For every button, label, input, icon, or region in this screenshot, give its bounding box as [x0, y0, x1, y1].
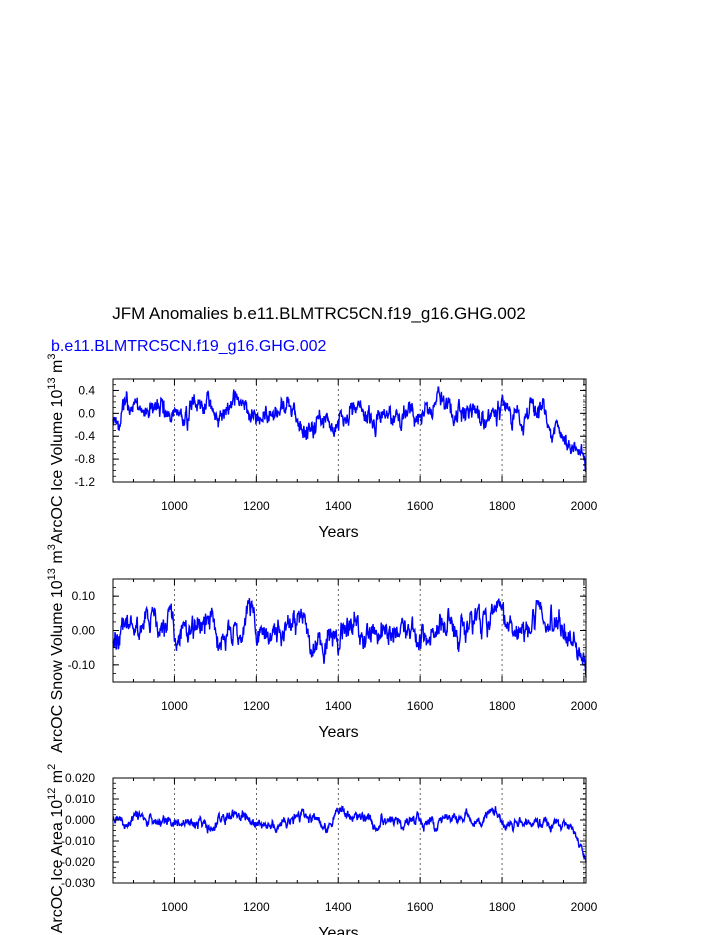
y-axis-label: ArcOC Ice Area 1012 m2: [46, 764, 66, 934]
x-tick-label: 1800: [489, 699, 516, 713]
x-tick-label: 2000: [571, 900, 598, 914]
x-axis-label: Years: [318, 524, 358, 541]
y-tick-label: -0.020: [61, 855, 95, 869]
plot-frame: [112, 378, 587, 483]
y-tick-label: -0.4: [74, 429, 95, 443]
series-subtitle: b.e11.BLMTRC5CN.f19_g16.GHG.002: [51, 338, 327, 355]
x-axis-label: Years: [318, 724, 358, 741]
x-tick-label: 2000: [571, 699, 598, 713]
x-tick-label: 1800: [489, 900, 516, 914]
page-title: JFM Anomalies b.e11.BLMTRC5CN.f19_g16.GH…: [112, 304, 526, 323]
y-tick-label: 0.4: [78, 383, 95, 397]
x-tick-label: 1600: [407, 900, 434, 914]
x-tick-label: 1800: [489, 499, 516, 513]
series-line: [112, 597, 587, 678]
y-tick-label: -0.8: [74, 452, 95, 466]
y-axis-label: ArcOC Snow Volume 1013 m3: [46, 544, 66, 753]
y-tick-label: 0.0: [78, 406, 95, 420]
x-tick-label: 1600: [407, 499, 434, 513]
x-tick-label: 1000: [161, 900, 188, 914]
x-tick-label: 1400: [325, 900, 352, 914]
x-tick-label: 1000: [161, 499, 188, 513]
y-tick-label: -1.2: [74, 475, 95, 489]
x-tick-label: 1200: [243, 900, 270, 914]
y-tick-label: -0.010: [61, 834, 95, 848]
y-axis-label: ArcOC Ice Volume 1013 m3: [46, 354, 66, 544]
series-line: [112, 386, 587, 472]
x-tick-label: 1000: [161, 699, 188, 713]
x-axis-label: Years: [318, 925, 358, 935]
series-line: [112, 805, 587, 863]
x-tick-label: 1200: [243, 499, 270, 513]
y-tick-label: -0.030: [61, 876, 95, 890]
x-tick-label: 1200: [243, 699, 270, 713]
x-tick-label: 1400: [325, 499, 352, 513]
y-tick-label: 0.000: [65, 813, 95, 827]
x-tick-label: 1400: [325, 699, 352, 713]
y-tick-label: 0.10: [72, 589, 96, 603]
panel-snow-volume: 1000 1200 1400 1600 1800 2000 0.10 0.00 -0.10 Yea…: [46, 544, 598, 753]
panel-ice-volume: 1000 1200 1400 1600 1800 2000 0.4 0.0 -0.4 -0.8 -1…: [46, 354, 598, 544]
y-tick-label: -0.10: [68, 658, 96, 672]
y-tick-label: 0.00: [72, 624, 96, 638]
y-tick-label: 0.010: [65, 792, 95, 806]
plot-frame: [112, 777, 587, 884]
panel-ice-area: 1000 1200 1400 1600 1800 2000 0.020 0.010 0.000 -…: [46, 764, 598, 935]
y-tick-label: 0.020: [65, 771, 95, 785]
x-tick-label: 1600: [407, 699, 434, 713]
x-tick-label: 2000: [571, 499, 598, 513]
